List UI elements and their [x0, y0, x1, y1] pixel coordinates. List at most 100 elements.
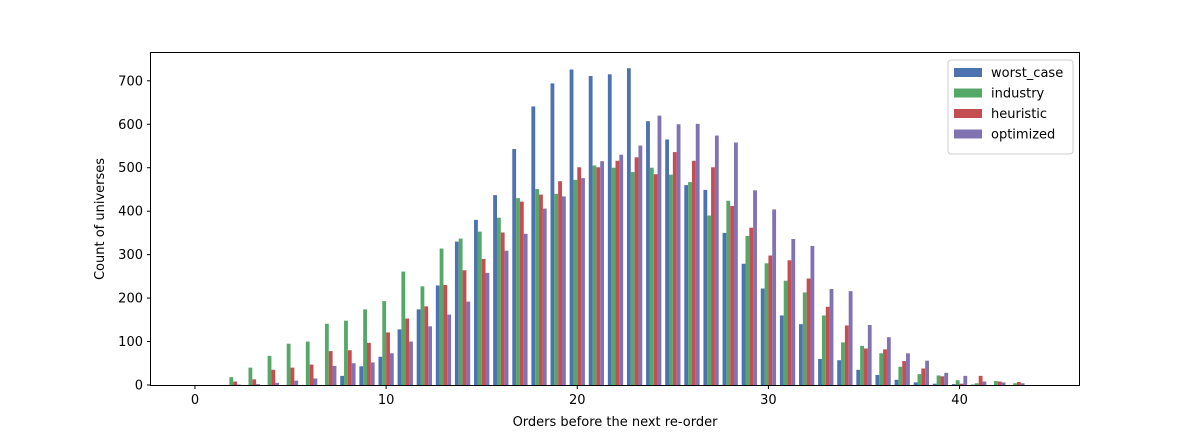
bar-heuristic-14 — [462, 270, 467, 385]
bar-heuristic-3 — [252, 379, 257, 385]
bar-industry-5 — [286, 343, 291, 385]
x-tick-label: 40 — [951, 393, 968, 408]
bar-industry-14 — [458, 238, 463, 385]
bar-worst_case-29 — [741, 263, 746, 385]
bar-industry-33 — [821, 315, 826, 385]
bar-industry-35 — [860, 345, 864, 385]
bar-industry-8 — [344, 320, 348, 385]
bar-industry-28 — [726, 200, 731, 385]
bar-heuristic-23 — [634, 157, 639, 385]
legend: worst_case industry heuristic optimized — [947, 59, 1074, 155]
bar-worst_case-13 — [435, 285, 440, 385]
bar-heuristic-36 — [883, 349, 887, 385]
y-tick-label: 400 — [118, 205, 143, 220]
bar-heuristic-27 — [711, 167, 715, 385]
x-tick-label: 20 — [569, 393, 586, 408]
bar-heuristic-40 — [959, 383, 964, 385]
bar-heuristic-12 — [424, 306, 429, 385]
x-axis-label: Orders before the next re-order — [513, 415, 719, 430]
bar-optimized-39 — [944, 372, 949, 385]
bar-heuristic-41 — [978, 375, 983, 385]
bar-heuristic-2 — [233, 381, 238, 385]
bar-industry-16 — [496, 217, 501, 385]
bar-industry-29 — [745, 235, 750, 385]
y-axis: 0 100 200 300 400 500 600 700 — [118, 74, 151, 394]
bar-optimized-24 — [657, 115, 662, 385]
bar-optimized-7 — [332, 365, 337, 385]
y-axis-label: Count of universes — [93, 158, 108, 280]
bar-industry-43 — [1013, 383, 1017, 385]
bar-worst_case-34 — [837, 360, 842, 385]
bar-industry-11 — [401, 271, 406, 385]
bar-optimized-23 — [638, 145, 643, 385]
bar-optimized-28 — [734, 142, 738, 385]
y-tick-label: 0 — [135, 379, 143, 394]
bar-industry-21 — [592, 165, 597, 385]
bar-optimized-9 — [370, 362, 375, 385]
bar-industry-31 — [783, 280, 788, 385]
y-tick-label: 700 — [118, 74, 143, 89]
x-tick-label: 30 — [760, 393, 777, 408]
bar-optimized-40 — [963, 375, 968, 385]
bar-industry-30 — [764, 263, 769, 385]
bar-optimized-32 — [810, 245, 815, 385]
bar-optimized-38 — [925, 360, 929, 385]
bar-heuristic-11 — [405, 318, 410, 385]
y-tick-label: 200 — [118, 292, 143, 307]
legend-label-optimized: optimized — [991, 128, 1055, 143]
bar-optimized-12 — [428, 326, 432, 385]
bar-industry-36 — [879, 353, 884, 385]
bar-heuristic-13 — [443, 285, 448, 385]
bar-heuristic-18 — [539, 194, 543, 385]
bar-heuristic-32 — [806, 278, 811, 385]
bar-industry-42 — [993, 381, 998, 385]
bar-heuristic-8 — [347, 350, 352, 385]
y-tick-label: 600 — [118, 118, 143, 133]
bar-optimized-19 — [561, 196, 566, 385]
legend-swatch-heuristic — [954, 109, 982, 118]
bar-worst_case-16 — [493, 195, 497, 385]
legend-swatch-industry — [954, 88, 982, 98]
bar-worst_case-12 — [416, 309, 421, 385]
bar-industry-20 — [573, 179, 578, 385]
bar-industry-3 — [248, 367, 253, 385]
bar-industry-10 — [382, 301, 387, 385]
bar-optimized-16 — [504, 250, 509, 385]
bar-optimized-25 — [676, 124, 681, 386]
bar-worst_case-27 — [703, 189, 708, 385]
bar-worst_case-32 — [799, 324, 803, 385]
bar-industry-17 — [516, 198, 520, 385]
bar-optimized-8 — [351, 363, 356, 385]
bar-optimized-36 — [886, 337, 891, 385]
bar-optimized-30 — [772, 209, 777, 385]
bar-heuristic-42 — [997, 381, 1002, 385]
bar-heuristic-19 — [558, 181, 562, 385]
bar-industry-34 — [841, 342, 845, 385]
bar-heuristic-15 — [481, 258, 486, 385]
bar-optimized-3 — [256, 384, 260, 385]
bar-heuristic-17 — [519, 201, 524, 385]
bar-industry-9 — [363, 309, 367, 385]
bar-optimized-14 — [466, 301, 471, 385]
bar-industry-4 — [267, 355, 272, 385]
bar-worst_case-40 — [951, 384, 956, 385]
bar-heuristic-26 — [691, 160, 696, 385]
bar-worst_case-17 — [512, 149, 517, 385]
bar-optimized-6 — [313, 378, 318, 385]
legend-swatch-worst_case — [954, 68, 982, 77]
legend-label-industry: industry — [991, 87, 1045, 102]
bar-worst_case-25 — [665, 139, 670, 385]
bar-industry-41 — [974, 383, 979, 385]
bar-worst_case-30 — [760, 288, 765, 385]
bar-optimized-42 — [1001, 382, 1006, 385]
bar-optimized-43 — [1020, 383, 1025, 385]
y-tick-label: 100 — [118, 335, 143, 350]
bar-worst_case-38 — [913, 382, 918, 385]
bar-industry-15 — [477, 231, 482, 385]
bar-worst_case-26 — [684, 185, 689, 385]
bar-industry-13 — [439, 248, 444, 385]
bar-heuristic-4 — [271, 369, 276, 385]
bar-worst_case-20 — [569, 69, 574, 385]
x-tick-label: 10 — [378, 393, 395, 408]
x-axis: 0 10 20 30 40 — [191, 385, 968, 408]
